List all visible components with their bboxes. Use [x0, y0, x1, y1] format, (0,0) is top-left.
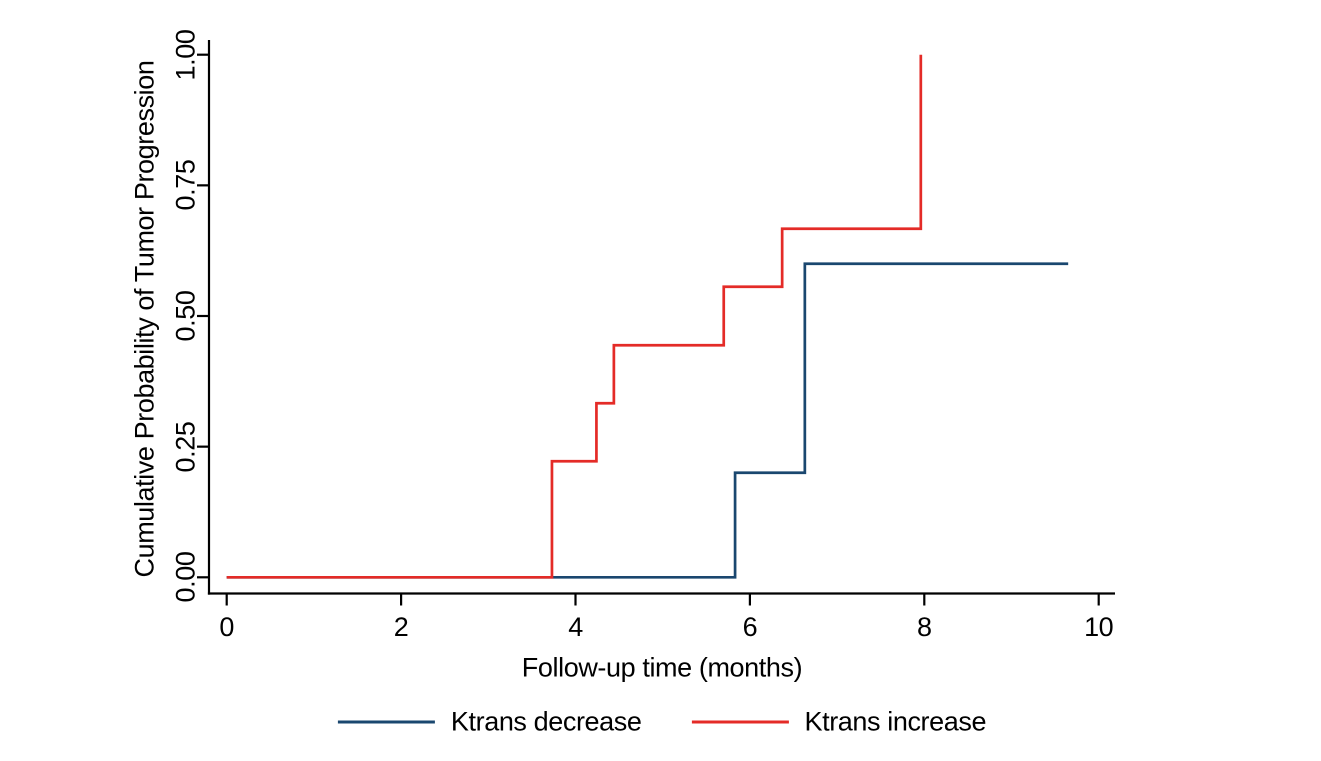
- legend-item-ktrans-increase: Ktrans increase: [691, 706, 987, 738]
- y-tick-label: 0.00: [170, 551, 201, 603]
- y-tick-label: 0.50: [170, 290, 201, 342]
- legend-line-swatch-increase: [691, 720, 789, 724]
- series-line-ktrans-increase: [226, 54, 923, 579]
- x-tick-label: 4: [568, 612, 583, 642]
- x-tick-label: 6: [742, 612, 758, 642]
- series-line-ktrans-decrease: [226, 262, 1069, 579]
- legend-item-ktrans-decrease: Ktrans decrease: [337, 706, 642, 738]
- legend-line-swatch-decrease: [337, 720, 435, 724]
- y-tick-label: 0.75: [170, 159, 201, 211]
- x-tick-label: 2: [393, 612, 409, 642]
- x-tick-label: 0: [219, 612, 234, 642]
- legend: Ktrans decrease Ktrans increase: [337, 706, 987, 738]
- y-tick-label: 0.25: [170, 421, 201, 473]
- x-tick-label: 8: [916, 612, 932, 642]
- x-tick-label: 10: [1084, 612, 1114, 642]
- y-axis-title: Cumulative Probability of Tumor Progress…: [129, 60, 160, 578]
- legend-label-ktrans-increase: Ktrans increase: [804, 706, 987, 737]
- legend-label-ktrans-decrease: Ktrans decrease: [450, 706, 642, 737]
- x-axis-title: Follow-up time (months): [521, 652, 803, 683]
- y-tick-label: 1.00: [170, 29, 201, 81]
